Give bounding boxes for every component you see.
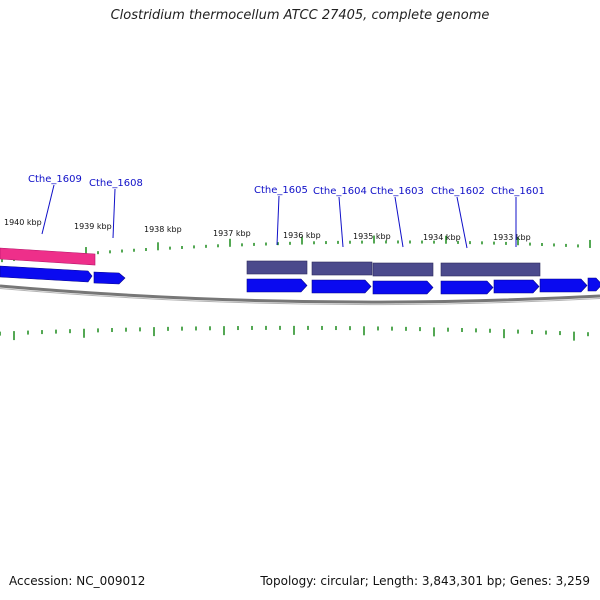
accession-text: Accession: NC_009012: [9, 574, 146, 588]
gene-label[interactable]: Cthe_1605: [254, 185, 308, 196]
highlighted-gene-feature[interactable]: [0, 247, 96, 266]
forward-gene-feature[interactable]: [246, 278, 308, 293]
forward-gene-feature[interactable]: [493, 279, 540, 294]
gene-label[interactable]: Cthe_1603: [370, 186, 424, 197]
scale-tick-label: 1936 kbp: [283, 231, 321, 240]
inner-ticks: [0, 325, 589, 341]
reverse-gene-feature[interactable]: [246, 260, 308, 275]
forward-gene-feature[interactable]: [0, 265, 93, 283]
forward-gene-feature[interactable]: [587, 277, 600, 292]
forward-gene-feature[interactable]: [440, 280, 494, 295]
scale-tick-label: 1937 kbp: [213, 229, 251, 238]
forward-gene-feature[interactable]: [539, 278, 588, 293]
reverse-gene-feature[interactable]: [311, 261, 373, 276]
scale-tick-label: 1940 kbp: [4, 218, 42, 227]
gene-label[interactable]: Cthe_1609: [28, 174, 82, 185]
gene-label[interactable]: Cthe_1602: [431, 186, 485, 197]
forward-gene-feature[interactable]: [311, 279, 372, 294]
reverse-gene-feature[interactable]: [372, 262, 434, 277]
gene-label-leader: [394, 196, 404, 248]
scale-tick-label: 1933 kbp: [493, 233, 531, 242]
gene-label-leader: [456, 196, 468, 249]
gene-label-leader: [338, 196, 344, 248]
gene-label-leader: [112, 188, 116, 239]
gene-label[interactable]: Cthe_1601: [491, 186, 545, 197]
gene-label-leader: [276, 195, 280, 246]
gene-label-leader: [41, 184, 55, 235]
map-title: Clostridium thermocellum ATCC 27405, com…: [110, 8, 490, 23]
genome-backbone-shadow: [0, 288, 600, 306]
genome-backbone: [0, 284, 600, 304]
tick-labels: 1940 kbp 1939 kbp 1938 kbp 1937 kbp 1936 kbp…: [4, 218, 531, 242]
scale-tick-label: 1935 kbp: [353, 232, 391, 241]
reverse-gene-feature[interactable]: [440, 262, 541, 277]
scale-tick-label: 1934 kbp: [423, 233, 461, 242]
gene-label[interactable]: Cthe_1608: [89, 178, 143, 189]
gene-features: [0, 247, 600, 295]
forward-gene-feature[interactable]: [372, 280, 434, 295]
scale-tick-label: 1939 kbp: [74, 222, 112, 231]
forward-gene-feature[interactable]: [93, 271, 126, 285]
gene-label[interactable]: Cthe_1604: [313, 186, 367, 197]
genome-summary-text: Topology: circular; Length: 3,843,301 bp…: [260, 574, 590, 588]
scale-tick-label: 1938 kbp: [144, 225, 182, 234]
